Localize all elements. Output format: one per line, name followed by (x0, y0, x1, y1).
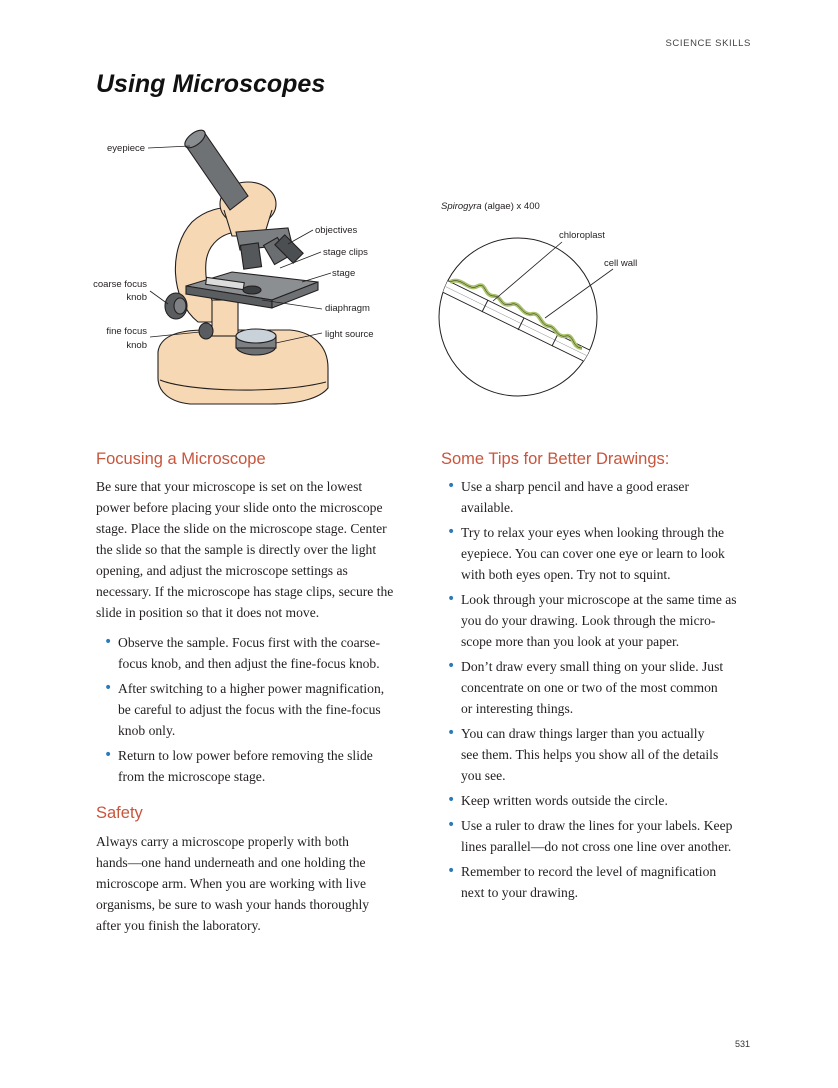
bullet-line: scope more than you look at your paper. (461, 634, 680, 649)
focusing-line: stage. Place the slide on the microscope… (96, 521, 387, 536)
bullet-dot: • (447, 863, 456, 879)
section-tag: SCIENCE SKILLS (665, 38, 751, 49)
bullet-dot: • (104, 634, 113, 650)
bullet-line: Use a ruler to draw the lines for your l… (461, 818, 733, 833)
bullet-line: Observe the sample. Focus first with the… (118, 635, 380, 650)
bullet-line: Keep written words outside the circle. (461, 793, 668, 808)
bullet-dot: • (447, 792, 456, 808)
focusing-line: Be sure that your microscope is set on t… (96, 479, 363, 494)
bullet-line: from the microscope stage. (118, 769, 266, 784)
focusing-line: the slide so that the sample is directly… (96, 542, 377, 557)
bullet-dot: • (104, 680, 113, 696)
bullet-line: You can draw things larger than you actu… (461, 726, 705, 741)
bullet-dot: • (104, 747, 113, 763)
safety-line: microscope arm. When you are working wit… (96, 876, 367, 891)
label-fine-focus-1: fine focus (106, 326, 147, 337)
bullet-dot: • (447, 591, 456, 607)
tips-bullets: • Use a sharp pencil and have a good era… (441, 476, 771, 907)
bullet-dot: • (447, 725, 456, 741)
bullet-line: concentrate on one or two of the most co… (461, 680, 718, 695)
page-number: 531 (734, 1039, 750, 1049)
bullet-line: with both eyes open. Try not to squint. (461, 567, 671, 582)
label-diaphragm: diaphragm (325, 303, 370, 314)
spirogyra-caption: Spirogyra (algae) x 400 (441, 201, 540, 212)
bullet-line: see them. This helps you show all of the… (461, 747, 719, 762)
safety-line: after you finish the laboratory. (96, 918, 261, 933)
bullet-line: lines parallel—do not cross one line ove… (461, 839, 732, 854)
safety-heading: Safety (96, 804, 143, 822)
bullet-line: Don’t draw every small thing on your sli… (461, 659, 724, 674)
list-item: • Use a ruler to draw the lines for your… (441, 815, 771, 857)
bullet-line: you see. (461, 768, 506, 783)
label-objectives: objectives (315, 225, 357, 236)
list-item: • Return to low power before removing th… (98, 745, 418, 787)
list-item: • After switching to a higher power magn… (98, 678, 418, 741)
focusing-paragraph: Be sure that your microscope is set on t… (96, 476, 416, 623)
caption-species: Spirogyra (441, 201, 482, 212)
list-item: • You can draw things larger than you ac… (441, 723, 771, 786)
spirogyra-illustration (438, 237, 614, 397)
figures-illustration: eyepiece objectives stage clips stage co… (93, 129, 637, 405)
label-coarse-focus-1: coarse focus (93, 279, 147, 290)
safety-line: Always carry a microscope properly with … (96, 834, 349, 849)
list-item: • Use a sharp pencil and have a good era… (441, 476, 771, 518)
bullet-dot: • (447, 658, 456, 674)
bullet-line: focus knob, and then adjust the fine-foc… (118, 656, 380, 671)
bullet-line: Return to low power before removing the … (118, 748, 373, 763)
label-fine-focus-2: knob (126, 340, 147, 351)
label-chloroplast: chloroplast (559, 230, 605, 241)
list-item: • Observe the sample. Focus first with t… (98, 632, 418, 674)
bullet-line: you do your drawing. Look through the mi… (461, 613, 716, 628)
list-item: • Don’t draw every small thing on your s… (441, 656, 771, 719)
bullet-dot: • (447, 478, 456, 494)
focusing-heading: Focusing a Microscope (96, 450, 266, 468)
focusing-line: power before placing your slide onto the… (96, 500, 383, 515)
focusing-line: opening, and adjust the microscope setti… (96, 563, 348, 578)
label-stage-clips: stage clips (323, 247, 368, 258)
safety-paragraph: Always carry a microscope properly with … (96, 831, 416, 936)
label-cell-wall: cell wall (604, 258, 637, 269)
safety-line: hands—one hand underneath and one holdin… (96, 855, 366, 870)
list-item: • Try to relax your eyes when looking th… (441, 522, 771, 585)
label-stage: stage (332, 268, 355, 279)
bullet-line: Try to relax your eyes when looking thro… (461, 525, 725, 540)
bullet-line: be careful to adjust the focus with the … (118, 702, 381, 717)
microscope-illustration (147, 129, 332, 405)
list-item: • Remember to record the level of magnif… (441, 861, 771, 903)
page-title: Using Microscopes (96, 70, 326, 98)
bullet-dot: • (447, 524, 456, 540)
bullet-line: next to your drawing. (461, 885, 579, 900)
bullet-line: or interesting things. (461, 701, 574, 716)
microscope-labels: eyepiece objectives stage clips stage co… (93, 143, 373, 351)
bullet-line: knob only. (118, 723, 176, 738)
caption-magnification: (algae) x 400 (482, 201, 540, 212)
bullet-line: After switching to a higher power magnif… (118, 681, 385, 696)
bullet-line: available. (461, 500, 514, 515)
tips-heading: Some Tips for Better Drawings: (441, 450, 670, 468)
bullet-dot: • (447, 817, 456, 833)
bullet-line: Look through your microscope at the same… (461, 592, 737, 607)
bullet-line: Use a sharp pencil and have a good erase… (461, 479, 689, 494)
bullet-line: Remember to record the level of magnific… (461, 864, 717, 879)
list-item: • Keep written words outside the circle. (441, 790, 771, 811)
bullet-line: eyepiece. You can cover one eye or learn… (461, 546, 725, 561)
list-item: • Look through your microscope at the sa… (441, 589, 771, 652)
label-coarse-focus-2: knob (126, 292, 147, 303)
label-light-source: light source (325, 329, 374, 340)
focusing-line: necessary. If the microscope has stage c… (96, 584, 394, 599)
focusing-bullets: • Observe the sample. Focus first with t… (98, 632, 418, 791)
label-eyepiece: eyepiece (107, 143, 145, 154)
safety-line: organisms, be sure to wash your hands th… (96, 897, 370, 912)
focusing-line: slide in position so that it does not mo… (96, 605, 320, 620)
